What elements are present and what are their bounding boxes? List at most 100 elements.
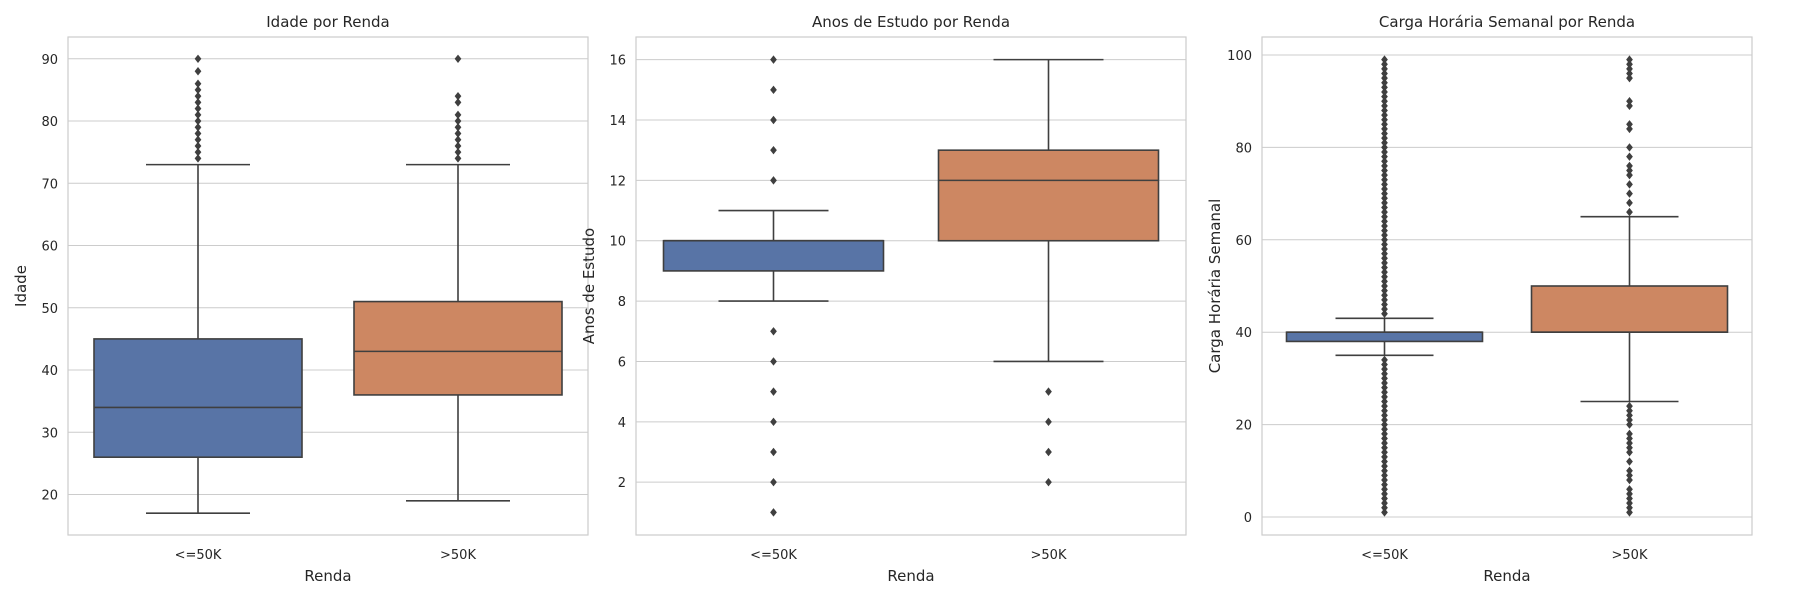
y-tick-label: 20 <box>41 489 58 504</box>
outlier-point <box>194 141 202 151</box>
outlier-point <box>194 85 202 95</box>
outlier-point <box>1381 411 1388 420</box>
outlier-point <box>1381 466 1388 475</box>
y-tick-label: 14 <box>609 114 626 129</box>
outlier-point <box>194 154 202 163</box>
subplot-2: 2 4 6 8 10 12 14 16 <=50K >50K Anos de Estudo por … <box>580 13 1187 585</box>
outlier-point <box>1381 503 1388 512</box>
x-axis-label: Renda <box>1483 567 1530 585</box>
y-tick-label: 4 <box>618 416 626 431</box>
outlier-point <box>770 477 777 487</box>
box-body <box>937 149 1160 242</box>
outlier-point <box>1381 438 1388 448</box>
outlier-point <box>770 327 777 336</box>
outlier-point <box>194 135 202 144</box>
outlier-point <box>1381 97 1388 106</box>
outlier-point <box>1381 254 1388 263</box>
outlier-point <box>1381 69 1388 78</box>
outlier-point <box>1626 489 1633 499</box>
box-body <box>1285 331 1484 343</box>
outlier-point <box>1381 355 1388 365</box>
outlier-point <box>1626 466 1633 475</box>
outlier-point <box>1381 461 1388 471</box>
outlier-point <box>1381 249 1388 258</box>
outlier-point <box>194 129 202 138</box>
outlier-point <box>1626 170 1633 180</box>
subplot-3: 0 20 40 60 80 100 <=50K >50K Carga Horária Seman… <box>1206 13 1753 585</box>
outlier-point <box>1381 244 1388 254</box>
outlier-point <box>1381 147 1388 157</box>
outlier-point <box>1381 267 1388 277</box>
outlier-point <box>1626 97 1633 106</box>
outlier-point <box>454 54 462 63</box>
outlier-point <box>1381 221 1388 231</box>
x-tick-label: <=50K <box>750 548 797 563</box>
outlier-point <box>770 357 777 366</box>
x-tick-label: <=50K <box>1361 548 1408 563</box>
outlier-point <box>1381 378 1388 388</box>
outlier-point <box>1381 175 1388 184</box>
outlier-point <box>454 91 462 101</box>
x-axis-label: Renda <box>304 567 351 585</box>
outlier-point <box>1381 64 1388 74</box>
outlier-point <box>1381 263 1388 272</box>
outlier-point <box>1381 401 1388 411</box>
outlier-point <box>1381 360 1388 369</box>
y-axis-label: Carga Horária Semanal <box>1206 199 1224 374</box>
outlier-point <box>1381 498 1388 508</box>
outlier-point <box>1626 69 1633 78</box>
y-tick-label: 60 <box>41 240 58 255</box>
outlier-point <box>1381 309 1388 318</box>
outlier-point <box>1626 448 1633 457</box>
outlier-point <box>1381 277 1388 286</box>
outlier-point <box>1381 78 1388 87</box>
outlier-point <box>454 129 462 138</box>
axes-frame <box>1261 36 1753 536</box>
outlier-point <box>1626 143 1633 152</box>
outlier-point <box>454 147 462 157</box>
y-tick-label: 6 <box>618 355 626 370</box>
box-body <box>93 338 303 458</box>
outlier-point <box>1626 120 1633 129</box>
outlier-point <box>1626 60 1633 69</box>
x-tick-label: >50K <box>1031 548 1067 563</box>
outlier-point <box>1626 457 1633 466</box>
outlier-point <box>770 417 777 427</box>
outlier-point <box>1381 281 1388 291</box>
y-tick-label: 70 <box>41 177 58 192</box>
y-tick-label: 80 <box>1235 141 1252 156</box>
y-tick-label: 40 <box>1235 326 1252 341</box>
outlier-point <box>1381 240 1388 249</box>
outlier-point <box>1381 115 1388 124</box>
outlier-point <box>194 116 202 126</box>
outlier-point <box>1381 258 1388 268</box>
outlier-point <box>1626 101 1633 111</box>
subplot-title: Idade por Renda <box>266 13 390 31</box>
outlier-point <box>1626 438 1633 448</box>
outlier-point <box>1381 161 1388 171</box>
outlier-point <box>1626 207 1633 217</box>
outlier-point <box>1381 434 1388 443</box>
box->50K <box>937 58 1160 487</box>
outlier-point <box>1381 60 1388 69</box>
outlier-point <box>1381 471 1388 480</box>
outlier-point <box>1626 471 1633 480</box>
outlier-point <box>1626 406 1633 415</box>
outlier-point <box>1381 180 1388 189</box>
outlier-point <box>1381 480 1388 489</box>
outlier-point <box>770 387 777 396</box>
outlier-point <box>1381 272 1388 281</box>
subplot-title: Carga Horária Semanal por Renda <box>1379 13 1635 31</box>
outlier-point <box>1381 133 1388 143</box>
outlier-point <box>1381 388 1388 397</box>
outlier-point <box>1381 120 1388 129</box>
outlier-point <box>1626 55 1633 64</box>
outlier-point <box>1626 411 1633 420</box>
y-tick-label: 100 <box>1227 49 1252 64</box>
outlier-point <box>1381 55 1388 64</box>
outlier-point <box>1381 106 1388 115</box>
y-tick-label: 40 <box>41 364 58 379</box>
outlier-point <box>1381 83 1388 92</box>
outlier-point <box>1626 443 1633 452</box>
